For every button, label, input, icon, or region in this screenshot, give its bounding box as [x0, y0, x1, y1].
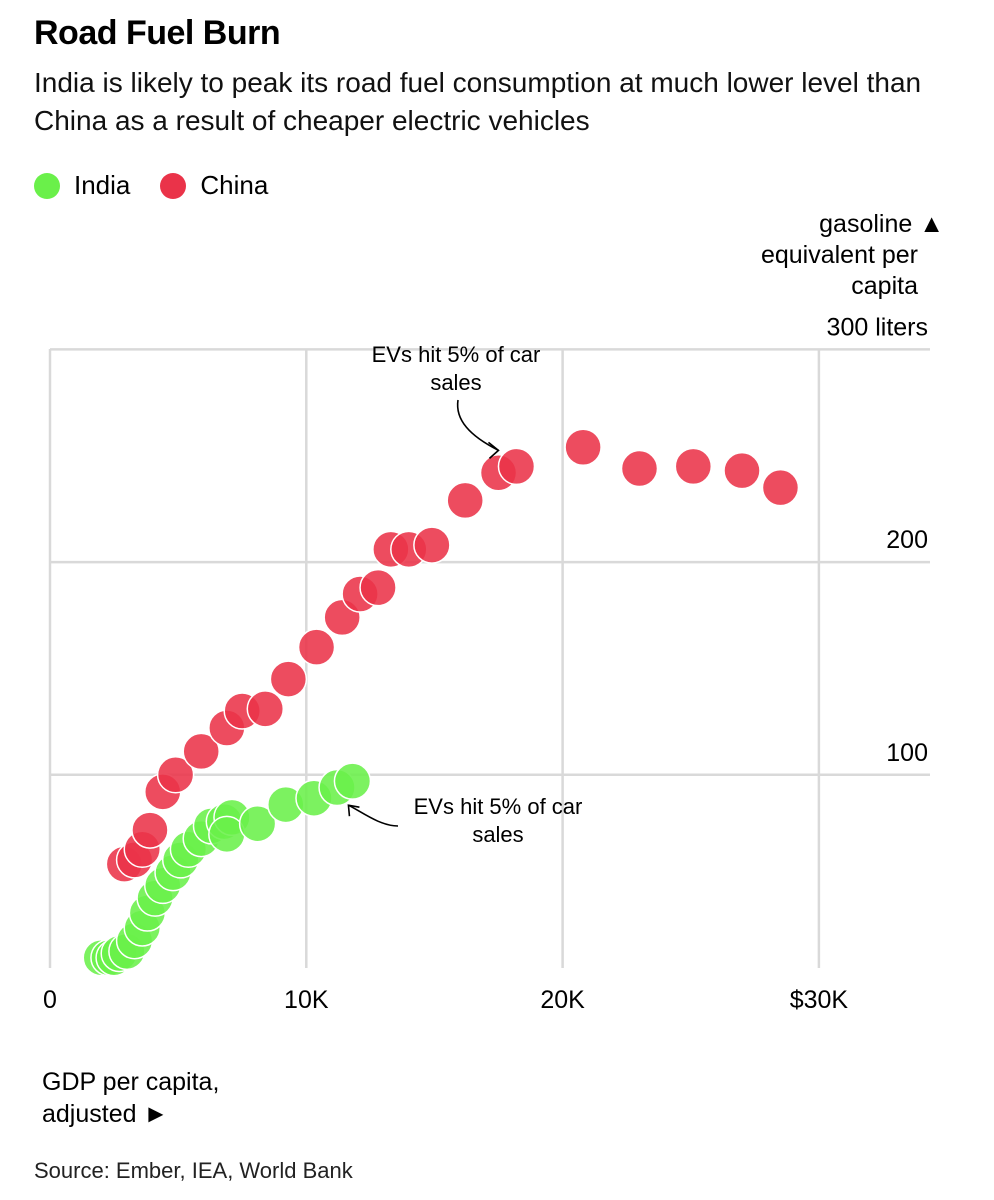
china-point	[413, 526, 451, 564]
legend-swatch-india	[34, 172, 60, 199]
china-point	[446, 481, 484, 520]
legend-swatch-china	[160, 172, 187, 199]
x-tick-labels: 0 10K 20K $30K	[43, 986, 848, 1014]
china-point	[269, 660, 308, 698]
annotation-china-text: EVs hit 5% of car sales	[372, 342, 541, 395]
china-point	[723, 451, 761, 490]
annotation-china-arrowhead	[487, 441, 500, 459]
china-point	[674, 447, 713, 486]
y-axis-title-line-1: gasoline	[819, 210, 913, 238]
legend-item-india: India	[34, 170, 130, 201]
y-axis-title-line-2: equivalent per	[760, 241, 918, 269]
china-point	[359, 568, 397, 607]
annotations: EVs hit 5% of car sales EVs hit 5% of car s…	[347, 342, 583, 847]
y-tick-label: 100	[886, 739, 928, 767]
x-tick-label: $30K	[790, 986, 849, 1014]
annotation-india-arrow	[348, 804, 399, 827]
annotation-india-text: EVs hit 5% of car sales	[414, 794, 583, 847]
india-point	[238, 804, 277, 843]
china-point	[620, 449, 659, 488]
legend: India China	[34, 170, 298, 201]
annotation-china-arrow	[456, 399, 499, 452]
legend-label-china: China	[200, 170, 269, 200]
china-point	[564, 428, 602, 466]
china-point	[131, 811, 169, 849]
legend-item-china: China	[160, 170, 268, 201]
series-india	[82, 762, 372, 977]
up-arrow-icon: ▲	[919, 210, 944, 238]
china-point	[297, 628, 336, 666]
china-point	[182, 732, 220, 771]
x-tick-label: 0	[43, 986, 57, 1014]
china-point	[761, 468, 800, 507]
y-tick-label: 300 liters	[827, 313, 928, 341]
legend-label-india: India	[74, 170, 131, 200]
x-axis-title-line-2: adjusted ►	[42, 1100, 169, 1128]
source-note: Source: Ember, IEA, World Bank	[34, 1158, 353, 1183]
y-tick-label: 200	[886, 526, 928, 554]
chart-subtitle: India is likely to peak its road fuel co…	[34, 67, 922, 136]
china-point	[246, 690, 285, 728]
x-tick-label: 10K	[284, 986, 329, 1014]
series-china	[105, 428, 800, 883]
y-tick-labels: 100 200 300 liters	[827, 313, 928, 766]
x-tick-label: 20K	[540, 986, 585, 1014]
grid-lines	[48, 348, 930, 968]
china-point	[156, 756, 195, 794]
chart-title: Road Fuel Burn	[34, 14, 281, 52]
annotation-india-arrowhead	[347, 804, 360, 817]
china-point	[497, 447, 536, 486]
india-point	[333, 762, 372, 800]
y-axis-title-line-3: capita	[851, 272, 918, 300]
y-axis-title: gasoline ▲ equivalent per capita	[704, 209, 944, 302]
x-axis-title-line-1: GDP per capita,	[42, 1068, 220, 1096]
data-points	[82, 428, 800, 977]
x-axis-title: GDP per capita, adjusted ►	[42, 1066, 219, 1130]
